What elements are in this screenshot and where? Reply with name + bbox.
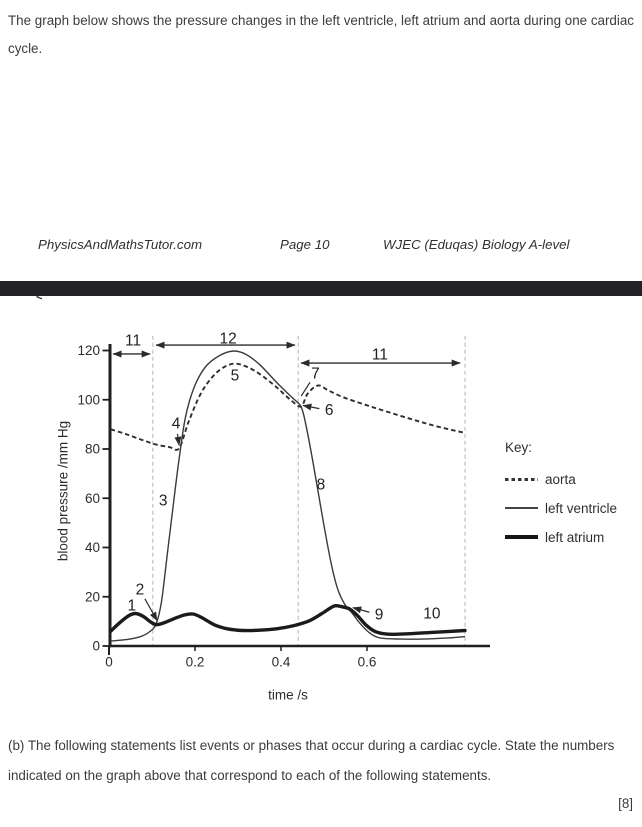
y-tick-label: 0: [92, 639, 100, 654]
thin-line-swatch: [505, 507, 538, 509]
chart-key: Key: aorta left ventricle left atrium: [505, 440, 617, 558]
question-line-1: (b) The following statements list events…: [8, 738, 615, 753]
span-arrow-label-2: 12: [219, 330, 236, 347]
footer-page-number: Page 10: [280, 237, 330, 252]
x-axis-title: time /s: [268, 688, 308, 703]
x-tick-label: 0: [105, 655, 113, 670]
intro-line-2: cycle.: [8, 41, 43, 56]
thick-line-swatch: [505, 534, 538, 540]
graph-number-2: 2: [136, 582, 145, 599]
intro-paragraph: The graph below shows the pressure chang…: [8, 7, 642, 63]
footer-course: WJEC (Eduqas) Biology A-level: [383, 237, 570, 252]
graph-number-9: 9: [375, 606, 384, 623]
key-label-left-ventricle: left ventricle: [545, 500, 618, 516]
series-left-ventricle: [110, 350, 466, 642]
y-tick-label: 80: [85, 442, 100, 457]
page-divider-bar: [0, 281, 642, 296]
label-arrow-4: [174, 433, 182, 446]
graph-number-7: 7: [311, 365, 320, 382]
x-tick-label: 0.6: [358, 655, 377, 670]
label-arrow-2: [144, 598, 158, 622]
graph-number-4: 4: [172, 415, 181, 432]
intro-line-1: The graph below shows the pressure chang…: [8, 13, 634, 28]
label-arrow-7: [300, 381, 311, 397]
graph-number-1: 1: [127, 598, 136, 615]
graph-number-10: 10: [423, 605, 441, 622]
span-arrow-label-1: 11: [125, 332, 141, 349]
key-label-aorta: aorta: [545, 471, 576, 487]
y-tick-label: 120: [77, 343, 100, 358]
y-tick-label: 60: [85, 491, 100, 506]
question-b: (b) The following statements list events…: [8, 731, 638, 791]
span-arrow-label-3: 11: [372, 346, 388, 363]
graph-number-3: 3: [159, 492, 168, 509]
y-tick-label: 100: [77, 392, 100, 407]
x-tick-label: 0.4: [272, 655, 291, 670]
key-item-aorta: aorta: [505, 471, 617, 487]
dashed-line-swatch: [505, 477, 538, 481]
series-aorta: [110, 362, 466, 451]
chevron-left-icon[interactable]: <: [36, 291, 43, 303]
graph-number-5: 5: [231, 368, 240, 385]
key-item-left-ventricle: left ventricle: [505, 500, 617, 516]
label-arrow-9: [352, 606, 370, 614]
label-arrow-6: [302, 403, 320, 411]
question-line-2: indicated on the graph above that corres…: [8, 768, 492, 783]
series-left-atrium: [109, 603, 467, 636]
y-tick-label: 40: [85, 540, 100, 555]
marks-badge: [8]: [618, 796, 633, 811]
x-tick-label: 0.2: [186, 655, 205, 670]
graph-number-6: 6: [325, 402, 334, 419]
key-title: Key:: [505, 440, 533, 455]
key-label-left-atrium: left atrium: [545, 529, 605, 545]
y-tick-label: 20: [85, 589, 100, 604]
pressure-graph: 0 20 40 60 80 100 120 0 0.2 0.4 0.6 time /s blood pr…: [56, 330, 490, 703]
graph-number-8: 8: [317, 476, 326, 493]
key-item-left-atrium: left atrium: [505, 529, 617, 545]
y-axis-title: blood pressure /mm Hg: [56, 421, 71, 561]
footer-site: PhysicsAndMathsTutor.com: [38, 237, 203, 252]
